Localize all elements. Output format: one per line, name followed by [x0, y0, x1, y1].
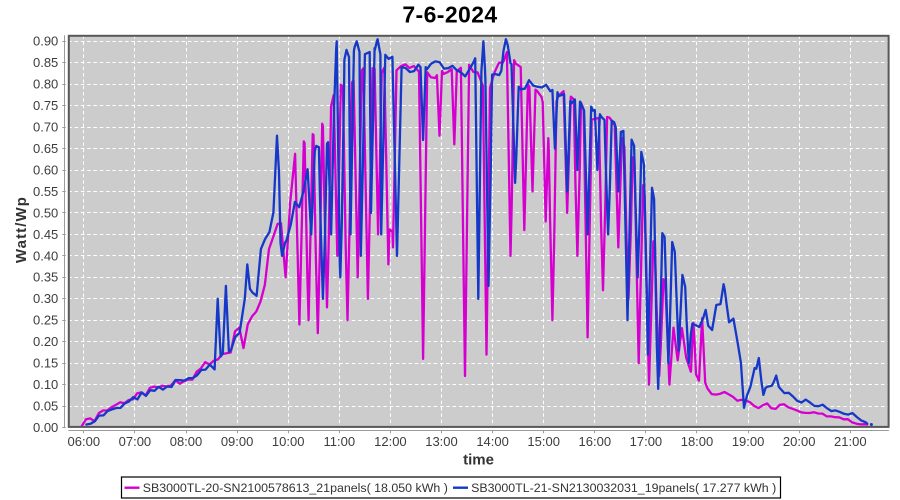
svg-text:0.00: 0.00 [33, 420, 58, 435]
svg-text:0.80: 0.80 [33, 77, 58, 92]
svg-text:0.05: 0.05 [33, 398, 58, 413]
svg-text:21:00: 21:00 [834, 434, 867, 449]
svg-text:06:00: 06:00 [68, 434, 101, 449]
svg-text:0.60: 0.60 [33, 162, 58, 177]
svg-text:0.90: 0.90 [33, 34, 58, 49]
svg-text:0.70: 0.70 [33, 120, 58, 135]
svg-text:16:00: 16:00 [579, 434, 612, 449]
svg-text:15:00: 15:00 [527, 434, 560, 449]
svg-text:20:00: 20:00 [783, 434, 816, 449]
svg-text:time: time [463, 452, 494, 469]
svg-text:14:00: 14:00 [476, 434, 509, 449]
svg-text:0.55: 0.55 [33, 184, 58, 199]
svg-text:0.25: 0.25 [33, 313, 58, 328]
svg-text:13:00: 13:00 [425, 434, 458, 449]
svg-text:0.10: 0.10 [33, 377, 58, 392]
svg-text:07:00: 07:00 [119, 434, 152, 449]
svg-text:10:00: 10:00 [272, 434, 305, 449]
svg-text:19:00: 19:00 [732, 434, 765, 449]
svg-text:0.45: 0.45 [33, 227, 58, 242]
svg-text:0.40: 0.40 [33, 248, 58, 263]
svg-text:18:00: 18:00 [681, 434, 714, 449]
svg-text:0.85: 0.85 [33, 55, 58, 70]
svg-text:0.50: 0.50 [33, 205, 58, 220]
svg-text:12:00: 12:00 [374, 434, 407, 449]
svg-text:0.30: 0.30 [33, 291, 58, 306]
svg-text:08:00: 08:00 [170, 434, 203, 449]
svg-text:11:00: 11:00 [324, 434, 356, 449]
svg-text:0.35: 0.35 [33, 270, 58, 285]
svg-text:09:00: 09:00 [221, 434, 254, 449]
svg-text:0.75: 0.75 [33, 98, 58, 113]
svg-text:0.20: 0.20 [33, 334, 58, 349]
svg-text:0.15: 0.15 [33, 356, 58, 371]
svg-text:SB3000TL-21-SN2130032031_19pan: SB3000TL-21-SN2130032031_19panels( 17.27… [471, 481, 776, 495]
svg-text:0.65: 0.65 [33, 141, 58, 156]
svg-text:7-6-2024: 7-6-2024 [402, 2, 497, 28]
svg-text:Watt/Wp: Watt/Wp [13, 196, 30, 263]
svg-text:SB3000TL-20-SN2100578613_21pan: SB3000TL-20-SN2100578613_21panels( 18.05… [143, 481, 448, 495]
svg-text:17:00: 17:00 [630, 434, 663, 449]
